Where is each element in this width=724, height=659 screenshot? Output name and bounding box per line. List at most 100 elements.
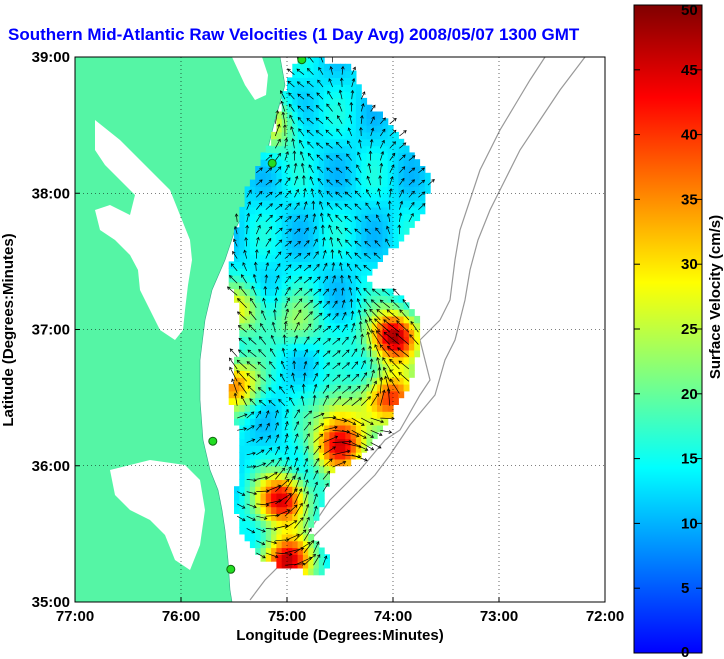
velocity-cell: [249, 275, 256, 283]
velocity-cell: [297, 281, 304, 290]
current-vector: [275, 251, 282, 259]
velocity-cell: [287, 397, 293, 405]
current-vector: [399, 130, 407, 137]
velocity-cell: [271, 397, 277, 405]
velocity-cell: [308, 561, 315, 569]
velocity-cell: [271, 493, 277, 501]
current-vector: [284, 177, 291, 186]
velocity-cell: [292, 458, 299, 467]
velocity-cell: [302, 431, 309, 440]
current-vector: [301, 175, 306, 186]
velocity-cell: [340, 172, 346, 181]
velocity-cell: [318, 384, 325, 392]
velocity-cell: [393, 329, 399, 337]
current-vector: [294, 276, 303, 284]
velocity-cell: [371, 404, 378, 412]
velocity-cell: [361, 275, 368, 283]
velocity-cell: [287, 240, 293, 249]
velocity-cell: [366, 193, 373, 201]
velocity-cell: [350, 104, 357, 113]
velocity-cell: [297, 97, 304, 106]
velocity-cell: [297, 465, 304, 474]
velocity-cell: [265, 533, 272, 542]
current-vector: [385, 238, 391, 247]
velocity-cell: [329, 84, 336, 92]
velocity-cell: [318, 418, 325, 426]
velocity-cell: [345, 363, 352, 371]
velocity-cell: [239, 513, 246, 521]
current-vector: [265, 262, 270, 271]
current-vector: [360, 333, 364, 345]
velocity-cell: [334, 275, 341, 283]
velocity-cell: [377, 336, 383, 344]
velocity-cell: [329, 370, 336, 378]
velocity-cell: [377, 343, 383, 351]
current-vector: [268, 400, 276, 407]
velocity-cell: [302, 336, 309, 344]
velocity-cell: [324, 97, 330, 106]
velocity-cell: [361, 166, 368, 174]
current-vector: [368, 150, 373, 161]
velocity-cell: [281, 159, 288, 167]
velocity-cell: [265, 418, 272, 426]
current-vector: [240, 395, 248, 406]
velocity-cell: [366, 145, 373, 153]
current-vector: [284, 308, 290, 321]
velocity-cell: [377, 145, 383, 153]
velocity-cell: [308, 377, 315, 385]
velocity-cell: [255, 472, 262, 480]
velocity-cell: [313, 111, 320, 119]
current-vector: [313, 469, 319, 480]
velocity-cell: [302, 131, 309, 140]
velocity-cell: [292, 404, 299, 412]
velocity-cell: [287, 125, 293, 133]
current-vector: [272, 309, 277, 321]
velocity-cell: [276, 166, 283, 174]
velocity-cell: [393, 227, 399, 235]
velocity-cell: [276, 458, 283, 467]
velocity-cell: [297, 506, 304, 514]
velocity-cell: [318, 57, 325, 65]
velocity-cell: [345, 281, 352, 290]
velocity-cell: [308, 84, 315, 92]
velocity-cell: [318, 159, 325, 167]
current-vector: [294, 253, 302, 259]
current-vector: [361, 442, 375, 451]
velocity-cell: [361, 206, 368, 215]
current-vector: [302, 372, 307, 382]
velocity-cell: [403, 336, 410, 344]
velocity-cell: [334, 377, 341, 385]
velocity-cell: [345, 84, 352, 92]
velocity-cell: [414, 200, 421, 208]
velocity-cell: [255, 295, 262, 303]
velocity-cell: [302, 70, 309, 78]
velocity-cell: [260, 275, 267, 283]
velocity-cell: [302, 125, 309, 133]
current-vector: [237, 298, 247, 308]
velocity-cell: [292, 527, 299, 535]
current-vector: [301, 383, 306, 394]
colorbar-tick-label: 50: [681, 2, 698, 19]
velocity-cell: [255, 349, 262, 358]
velocity-cell: [313, 499, 320, 508]
velocity-cell: [308, 247, 315, 256]
velocity-cell: [244, 458, 251, 467]
current-vector: [284, 421, 289, 431]
current-vector: [322, 249, 327, 259]
velocity-cell: [313, 404, 320, 412]
velocity-cell: [340, 356, 346, 365]
velocity-cell: [329, 452, 336, 460]
current-vector: [229, 348, 238, 357]
velocity-cell: [403, 315, 410, 324]
velocity-cell: [403, 377, 410, 385]
velocity-cell: [361, 186, 368, 194]
velocity-cell: [265, 186, 272, 194]
velocity-cell: [398, 295, 405, 303]
velocity-cell: [324, 445, 330, 453]
velocity-cell: [361, 118, 368, 126]
current-vector: [255, 224, 261, 235]
current-vector: [284, 562, 306, 566]
velocity-cell: [340, 281, 346, 290]
velocity-cell: [244, 234, 251, 242]
current-vector: [236, 311, 247, 321]
